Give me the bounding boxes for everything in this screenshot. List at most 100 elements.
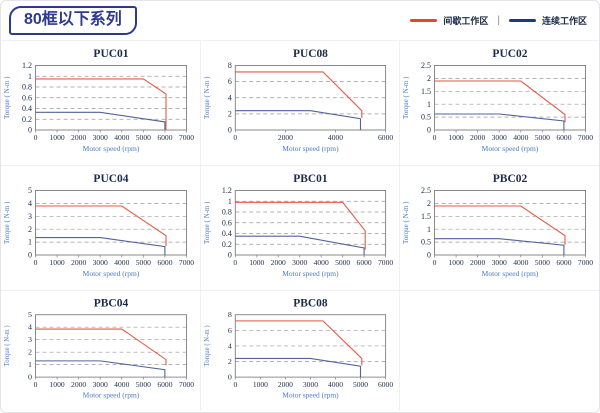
x-tick-label: 0 (233, 380, 237, 389)
x-tick-label: 4000 (114, 380, 129, 389)
x-tick-label: 1000 (448, 258, 463, 267)
x-tick-label: 1000 (49, 380, 64, 389)
x-tick-label: 6000 (157, 380, 172, 389)
y-tick-label: 2 (28, 348, 32, 357)
x-tick-label: 7000 (179, 258, 194, 267)
y-tick-label: 0.6 (22, 93, 32, 102)
page-title: 80框以下系列 (24, 11, 122, 29)
y-tick-label: 0 (28, 251, 32, 260)
x-tick-label: 2000 (271, 258, 286, 267)
y-tick-label: 1.5 (421, 87, 431, 96)
y-tick-label: 2 (228, 109, 232, 118)
y-tick-label: 2 (427, 199, 431, 208)
x-tick-label: 1000 (249, 258, 264, 267)
y-tick-label: 2.5 (421, 186, 431, 195)
red-line-swatch-icon (410, 19, 438, 22)
x-tick-label: 7000 (179, 133, 194, 142)
x-tick-label: 4000 (328, 133, 343, 142)
x-tick-label: 3000 (93, 133, 108, 142)
series-title-chip: 80框以下系列 (9, 6, 137, 35)
x-axis-label: Motor speed (rpm) (282, 269, 339, 278)
y-tick-label: 5 (28, 310, 32, 319)
x-tick-label: 5000 (535, 133, 550, 142)
chart-title: PBC04 (94, 298, 129, 310)
plot-border (434, 190, 586, 256)
y-tick-label: 0.6 (222, 218, 232, 227)
y-tick-label: 4 (228, 93, 232, 102)
x-tick-label: 1000 (448, 133, 463, 142)
plot-border (234, 65, 387, 131)
x-tick-label: 3000 (93, 380, 108, 389)
chart-title: PUC04 (93, 173, 128, 185)
x-tick-label: 0 (34, 133, 38, 142)
x-tick-label: 1000 (49, 258, 64, 267)
series-line-blue (434, 113, 565, 130)
x-tick-label: 3000 (303, 380, 318, 389)
y-tick-label: 0.5 (421, 113, 431, 122)
y-tick-label: 1 (28, 238, 32, 247)
y-tick-label: 1 (427, 225, 431, 234)
header: 80框以下系列 间歇工作区 | 连续工作区 (1, 1, 599, 41)
y-axis-label: Torque ( N-m ) (4, 325, 11, 366)
x-tick-label: 2000 (71, 258, 86, 267)
x-tick-label: 6000 (556, 133, 571, 142)
x-tick-label: 3000 (492, 258, 507, 267)
series-line-red (434, 80, 566, 123)
chart-cell-puc08: PUC08 0 2 4 6 8 0 2000 4000 6000 Motor speed (rpm)… (201, 41, 400, 166)
chart-title: PUC02 (492, 48, 527, 60)
y-tick-label: 0 (28, 126, 32, 135)
x-tick-label: 3000 (492, 133, 507, 142)
x-tick-label: 7000 (578, 133, 593, 142)
series-line-red (35, 78, 167, 130)
x-tick-label: 4000 (513, 133, 528, 142)
y-tick-label: 1.2 (222, 186, 232, 195)
plot-border (234, 190, 387, 256)
empty-cell (400, 291, 599, 411)
chart-title: PBC08 (293, 298, 328, 310)
x-tick-label: 5000 (353, 380, 368, 389)
y-tick-label: 1.2 (22, 61, 32, 70)
chart-title: PBC02 (493, 173, 528, 185)
x-axis-label: Motor speed (rpm) (282, 144, 339, 153)
chart-cell-pbc04: PBC04 0 1 2 3 4 5 0 1000 2000 3000 4000 5000 6000 7000… (1, 291, 201, 411)
chart-pbc08: PBC08 0 2 4 6 8 0 1000 2000 3000 4000 5000 6000 Motor… (204, 298, 394, 400)
x-tick-label: 0 (433, 258, 437, 267)
x-tick-label: 6000 (357, 258, 372, 267)
x-tick-label: 2000 (71, 133, 86, 142)
blue-line-swatch-icon (508, 19, 536, 22)
plot-border (35, 314, 187, 378)
x-tick-label: 5000 (136, 380, 151, 389)
x-tick-label: 1000 (49, 133, 64, 142)
x-tick-label: 4000 (114, 133, 129, 142)
y-tick-label: 2 (228, 357, 232, 366)
chart-cell-puc01: PUC01 0 0.2 0.4 0.6 0.8 1 1.2 0 1000 2000 3000 4000 5… (1, 41, 201, 166)
series-line-red (35, 205, 167, 246)
series-line-blue (35, 111, 166, 130)
x-tick-label: 5000 (335, 258, 350, 267)
y-tick-label: 0 (228, 126, 232, 135)
y-tick-label: 2.5 (421, 61, 431, 70)
x-tick-label: 1000 (253, 380, 268, 389)
x-tick-label: 0 (233, 133, 237, 142)
y-tick-label: 1.5 (421, 212, 431, 221)
x-axis-label: Motor speed (rpm) (83, 144, 140, 153)
y-axis-label: Torque ( N-m ) (402, 201, 410, 244)
x-tick-label: 2000 (71, 380, 86, 389)
y-tick-label: 1 (228, 197, 232, 206)
chart-title: PBC01 (293, 173, 328, 185)
y-axis-label: Torque ( N-m ) (3, 76, 11, 119)
y-tick-label: 0.2 (22, 115, 32, 124)
chart-pbc04: PBC04 0 1 2 3 4 5 0 1000 2000 3000 4000 5000 6000 7000… (4, 298, 194, 400)
series-line-blue (35, 237, 166, 255)
y-tick-label: 6 (228, 326, 232, 335)
x-tick-label: 6000 (378, 133, 393, 142)
y-tick-label: 0 (427, 251, 431, 260)
x-axis-label: Motor speed (rpm) (83, 391, 140, 400)
y-tick-label: 0 (228, 251, 232, 260)
plot-border (434, 65, 586, 131)
series-line-blue (235, 357, 362, 378)
y-tick-label: 0.5 (421, 238, 431, 247)
legend-label-intermittent: 间歇工作区 (443, 16, 489, 26)
